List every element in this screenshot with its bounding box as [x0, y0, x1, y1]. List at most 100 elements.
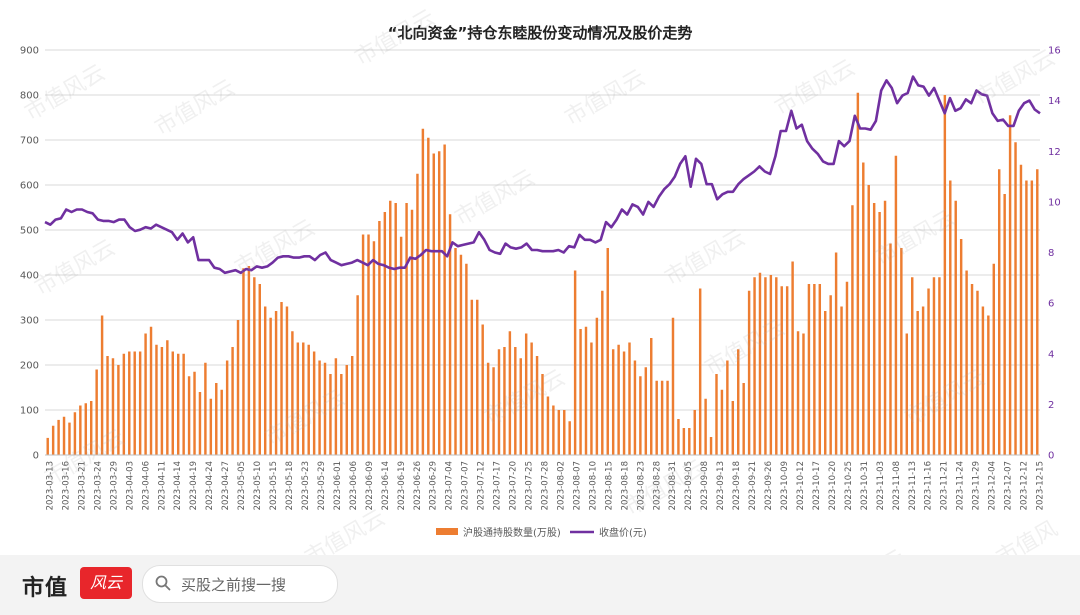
x-tick-label: 2023-07-28 [541, 461, 551, 510]
bar [329, 374, 332, 455]
bar [443, 144, 446, 455]
bar [731, 401, 735, 455]
x-tick-label: 2023-06-14 [381, 461, 391, 510]
y-left-tick-label: 900 [20, 46, 39, 57]
x-tick-label: 2023-06-01 [333, 461, 343, 510]
bar [62, 416, 66, 455]
bar [622, 351, 626, 455]
y-right-tick-label: 4 [1048, 349, 1054, 360]
bar [269, 317, 272, 455]
x-tick-label: 2023-11-29 [972, 461, 982, 510]
bar [709, 437, 713, 455]
bar [46, 437, 49, 455]
x-tick-label: 2023-07-25 [525, 461, 535, 510]
bar [111, 358, 115, 455]
x-tick-label: 2023-07-04 [445, 461, 455, 510]
y-left-tick-label: 100 [20, 406, 39, 417]
bar [546, 396, 550, 455]
bar [677, 419, 680, 455]
bar [932, 277, 936, 455]
x-tick-label: 2023-12-12 [1020, 461, 1030, 510]
search-placeholder: 买股之前搜一搜 [181, 576, 287, 594]
bar [378, 221, 381, 455]
bar [416, 173, 419, 455]
x-tick-label: 2023-11-16 [924, 461, 934, 510]
bar [813, 284, 816, 455]
bar [209, 398, 213, 455]
brand-logo: 风云 [80, 567, 132, 599]
bar [476, 299, 479, 455]
x-tick-label: 2023-03-13 [46, 461, 56, 510]
bar [193, 371, 196, 455]
bar [878, 212, 881, 455]
x-tick-label: 2023-09-13 [716, 461, 726, 510]
x-tick-label: 2023-09-26 [764, 461, 774, 510]
x-tick-label: 2023-11-03 [876, 461, 886, 510]
bar [617, 344, 620, 455]
y-right-tick-label: 14 [1048, 96, 1061, 107]
bar [454, 248, 457, 455]
bar [535, 356, 539, 455]
bar [949, 180, 952, 455]
bar [758, 272, 762, 455]
bar [927, 288, 930, 455]
bar [68, 422, 71, 455]
bar [302, 342, 305, 455]
x-tick-label: 2023-08-18 [620, 461, 630, 510]
bar [900, 248, 903, 455]
bar [160, 347, 164, 455]
y-right-tick-label: 0 [1048, 451, 1054, 462]
bar [285, 306, 289, 455]
bar [976, 290, 979, 455]
search-box[interactable]: 买股之前搜一搜 [142, 565, 338, 603]
bar [715, 374, 718, 455]
bar [345, 365, 348, 455]
x-tick-label: 2023-12-15 [1036, 461, 1046, 510]
bar [503, 347, 506, 455]
bar [323, 362, 327, 455]
legend-bar-label: 沪股通持股数量(万股) [463, 526, 561, 539]
bar [508, 331, 512, 455]
x-tick-label: 2023-08-10 [588, 461, 598, 510]
bar [916, 311, 919, 455]
bar [769, 275, 773, 455]
bar [938, 277, 941, 455]
bar [144, 333, 147, 455]
bar [307, 344, 310, 455]
bar [231, 347, 234, 455]
bar [263, 306, 267, 455]
x-tick-label: 2023-04-24 [205, 461, 215, 510]
bar [1014, 142, 1017, 455]
x-tick-label: 2023-07-07 [461, 461, 471, 510]
bar [524, 333, 528, 455]
bar [959, 239, 963, 455]
bar [720, 389, 724, 455]
bar [568, 421, 571, 455]
bar [753, 277, 756, 455]
bar [350, 356, 354, 455]
bar [992, 263, 996, 455]
bar [867, 185, 870, 455]
bar [742, 383, 745, 455]
bar [644, 367, 648, 455]
y-right-tick-label: 12 [1048, 147, 1061, 158]
bar [258, 284, 261, 455]
x-tick-label: 2023-12-07 [1004, 461, 1014, 510]
bar [361, 234, 365, 455]
bar [122, 353, 126, 455]
y-left-tick-label: 500 [20, 226, 39, 237]
bar [851, 205, 854, 455]
x-tick-label: 2023-10-20 [828, 461, 838, 510]
bar [198, 392, 202, 455]
bar [89, 401, 93, 455]
bar [291, 331, 294, 455]
x-tick-label: 2023-09-08 [700, 461, 710, 510]
bar [671, 317, 675, 455]
bar [611, 349, 615, 455]
bar [791, 261, 794, 455]
bar [954, 200, 957, 455]
bar [987, 315, 990, 455]
x-tick-label: 2023-11-21 [940, 461, 950, 510]
bar [176, 353, 180, 455]
bar [399, 236, 403, 455]
